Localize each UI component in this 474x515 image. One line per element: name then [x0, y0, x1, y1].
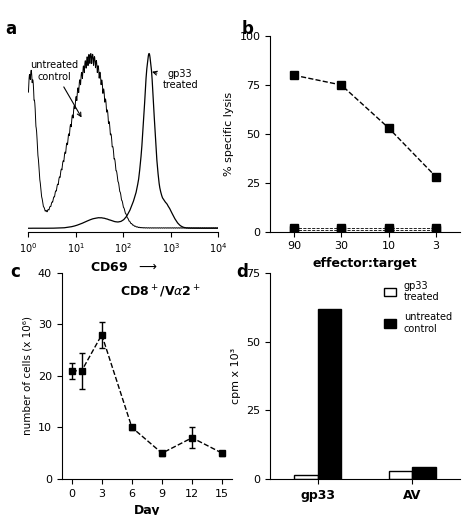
Y-axis label: number of cells (x 10⁶): number of cells (x 10⁶): [22, 316, 32, 436]
X-axis label: CD69  $\longrightarrow$: CD69 $\longrightarrow$: [90, 261, 157, 274]
Text: c: c: [10, 263, 20, 281]
Bar: [294, 475, 318, 479]
Bar: [318, 308, 341, 479]
Text: d: d: [236, 263, 248, 281]
X-axis label: Day: Day: [134, 504, 160, 515]
Bar: [389, 471, 412, 479]
Text: b: b: [242, 21, 254, 39]
Text: untreated
control: untreated control: [30, 60, 81, 116]
Y-axis label: % specific lysis: % specific lysis: [224, 92, 234, 176]
Bar: [412, 467, 436, 479]
Text: gp33
treated: gp33 treated: [153, 69, 198, 91]
Text: a: a: [6, 21, 17, 39]
Legend: gp33
treated, untreated
control: gp33 treated, untreated control: [382, 278, 455, 337]
X-axis label: effector:target: effector:target: [313, 257, 417, 270]
Y-axis label: cpm x 10³: cpm x 10³: [231, 348, 241, 404]
Text: CD8$^+$/V$\alpha$2$^+$: CD8$^+$/V$\alpha$2$^+$: [120, 283, 201, 300]
